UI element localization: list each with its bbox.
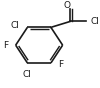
Text: Cl: Cl	[90, 17, 99, 26]
Text: Cl: Cl	[23, 70, 32, 79]
Text: Cl: Cl	[10, 21, 19, 30]
Text: F: F	[58, 60, 63, 69]
Text: O: O	[63, 1, 70, 10]
Text: F: F	[3, 41, 8, 50]
